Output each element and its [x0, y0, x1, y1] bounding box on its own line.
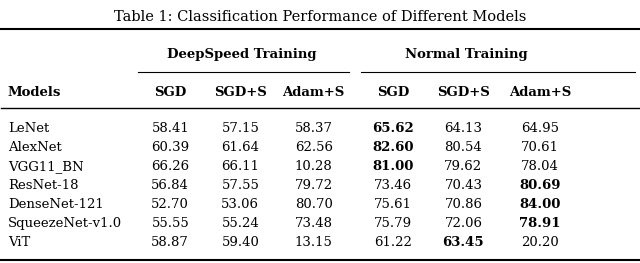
Text: 66.11: 66.11: [221, 160, 259, 173]
Text: 78.91: 78.91: [519, 218, 561, 230]
Text: 84.00: 84.00: [519, 198, 561, 211]
Text: 70.86: 70.86: [444, 198, 483, 211]
Text: 79.72: 79.72: [294, 179, 333, 193]
Text: LeNet: LeNet: [8, 122, 49, 135]
Text: SGD: SGD: [377, 86, 410, 99]
Text: AlexNet: AlexNet: [8, 141, 61, 154]
Text: Normal Training: Normal Training: [405, 48, 528, 61]
Text: DeepSpeed Training: DeepSpeed Training: [167, 48, 317, 61]
Text: 70.43: 70.43: [444, 179, 483, 193]
Text: 82.60: 82.60: [372, 141, 414, 154]
Text: 80.54: 80.54: [445, 141, 483, 154]
Text: Adam+S: Adam+S: [509, 86, 571, 99]
Text: DenseNet-121: DenseNet-121: [8, 198, 104, 211]
Text: 61.22: 61.22: [374, 236, 412, 249]
Text: 61.64: 61.64: [221, 141, 259, 154]
Text: 58.41: 58.41: [152, 122, 189, 135]
Text: 55.24: 55.24: [221, 218, 259, 230]
Text: 57.55: 57.55: [221, 179, 259, 193]
Text: SGD: SGD: [154, 86, 186, 99]
Text: VGG11_BN: VGG11_BN: [8, 160, 83, 173]
Text: 52.70: 52.70: [151, 198, 189, 211]
Text: SGD+S: SGD+S: [214, 86, 267, 99]
Text: 53.06: 53.06: [221, 198, 259, 211]
Text: ResNet-18: ResNet-18: [8, 179, 78, 193]
Text: 73.48: 73.48: [294, 218, 333, 230]
Text: Table 1: Classification Performance of Different Models: Table 1: Classification Performance of D…: [114, 11, 526, 24]
Text: 81.00: 81.00: [372, 160, 414, 173]
Text: 13.15: 13.15: [294, 236, 333, 249]
Text: 80.70: 80.70: [294, 198, 333, 211]
Text: 55.55: 55.55: [152, 218, 189, 230]
Text: 80.69: 80.69: [519, 179, 561, 193]
Text: SGD+S: SGD+S: [437, 86, 490, 99]
Text: Models: Models: [8, 86, 61, 99]
Text: SqueezeNet-v1.0: SqueezeNet-v1.0: [8, 218, 122, 230]
Text: 73.46: 73.46: [374, 179, 412, 193]
Text: 75.61: 75.61: [374, 198, 412, 211]
Text: 64.95: 64.95: [521, 122, 559, 135]
Text: 60.39: 60.39: [151, 141, 189, 154]
Text: 56.84: 56.84: [151, 179, 189, 193]
Text: 75.79: 75.79: [374, 218, 412, 230]
Text: 20.20: 20.20: [521, 236, 559, 249]
Text: ViT: ViT: [8, 236, 30, 249]
Text: 59.40: 59.40: [221, 236, 259, 249]
Text: 66.26: 66.26: [151, 160, 189, 173]
Text: 78.04: 78.04: [521, 160, 559, 173]
Text: 62.56: 62.56: [294, 141, 333, 154]
Text: 58.87: 58.87: [151, 236, 189, 249]
Text: 79.62: 79.62: [444, 160, 483, 173]
Text: 10.28: 10.28: [295, 160, 333, 173]
Text: 63.45: 63.45: [443, 236, 484, 249]
Text: Adam+S: Adam+S: [282, 86, 345, 99]
Text: 70.61: 70.61: [521, 141, 559, 154]
Text: 58.37: 58.37: [294, 122, 333, 135]
Text: 65.62: 65.62: [372, 122, 414, 135]
Text: 57.15: 57.15: [221, 122, 259, 135]
Text: 72.06: 72.06: [444, 218, 483, 230]
Text: 64.13: 64.13: [444, 122, 483, 135]
